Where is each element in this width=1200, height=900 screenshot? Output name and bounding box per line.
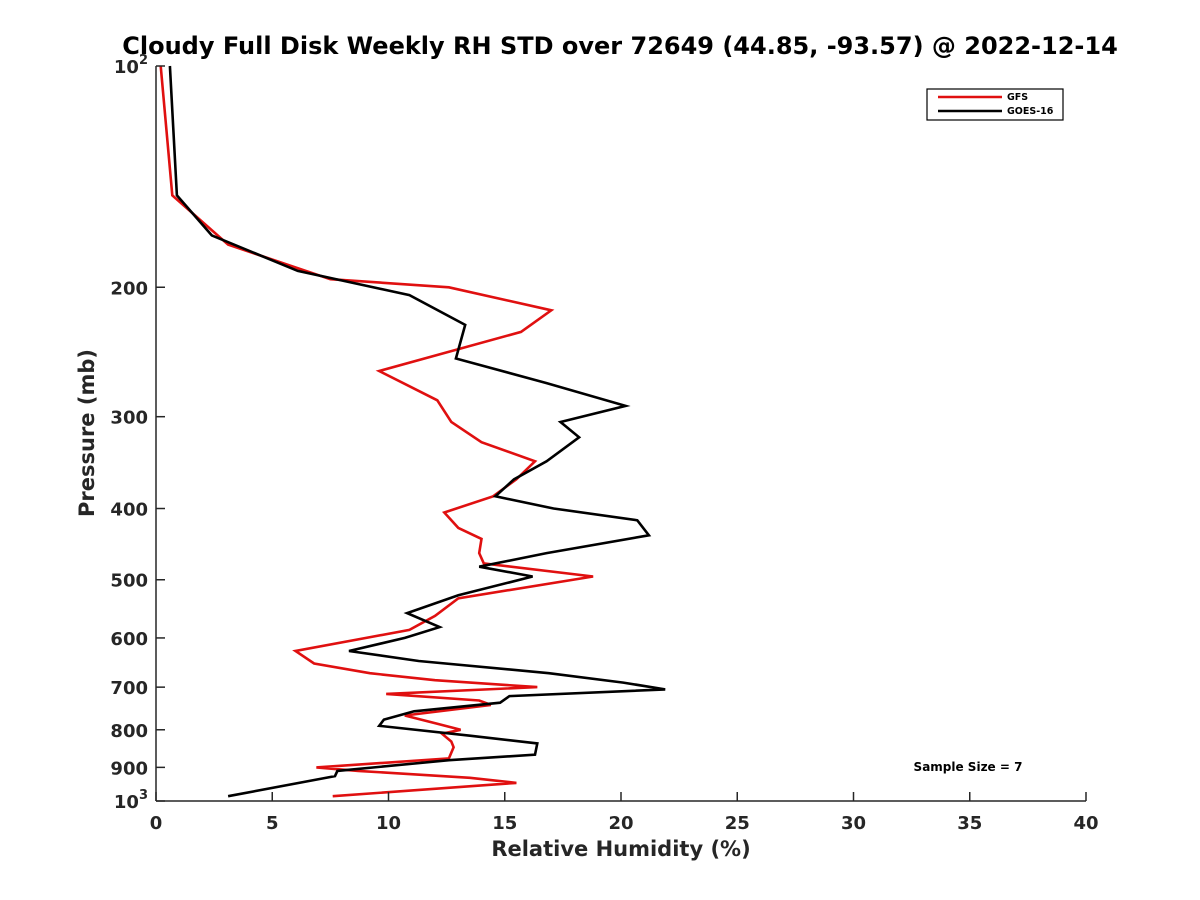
y-tick-label: 800 (110, 721, 148, 742)
x-tick-label: 35 (957, 813, 982, 834)
chart-title: Cloudy Full Disk Weekly RH STD over 7264… (122, 32, 1118, 60)
series-line-gfs (159, 65, 594, 798)
y-tick-label: 700 (110, 678, 148, 699)
plot-area: 0 5 10 15 20 25 30 35 40 10220030040050060070080… (110, 53, 1098, 834)
x-tick-label: 40 (1073, 813, 1098, 834)
x-ticks: 0 5 10 15 20 25 30 35 40 (150, 792, 1099, 834)
y-tick-label: 600 (110, 629, 148, 650)
y-tick-label: 103 (114, 788, 148, 813)
x-tick-label: 5 (266, 813, 279, 834)
legend-label-goes: GOES-16 (1007, 106, 1054, 117)
y-tick-label: 300 (110, 408, 148, 429)
y-axis-label: Pressure (mb) (75, 349, 99, 517)
legend-box (926, 88, 1064, 121)
series-layer (159, 65, 666, 798)
y-tick-base: 10 (114, 792, 139, 813)
y-tick-base: 10 (114, 57, 139, 78)
x-tick-label: 25 (725, 813, 750, 834)
x-tick-label: 0 (150, 813, 163, 834)
x-tick-label: 10 (376, 813, 401, 834)
x-tick-label: 30 (841, 813, 866, 834)
series-line-goes-16 (168, 65, 666, 798)
y-tick-label: 400 (110, 500, 148, 521)
x-tick-label: 20 (608, 813, 633, 834)
x-axis-label: Relative Humidity (%) (491, 837, 750, 861)
y-tick-exponent: 2 (139, 53, 148, 68)
legend-label-gfs: GFS (1007, 92, 1028, 103)
y-tick-label: 500 (110, 571, 148, 592)
sample-size-annotation: Sample Size = 7 (914, 760, 1023, 774)
y-tick-label: 900 (110, 758, 148, 779)
y-tick-label: 200 (110, 278, 148, 299)
y-tick-exponent: 3 (139, 788, 148, 803)
y-tick-label: 102 (114, 53, 148, 78)
legend: GFS GOES-16 (926, 88, 1064, 121)
x-tick-label: 15 (492, 813, 517, 834)
